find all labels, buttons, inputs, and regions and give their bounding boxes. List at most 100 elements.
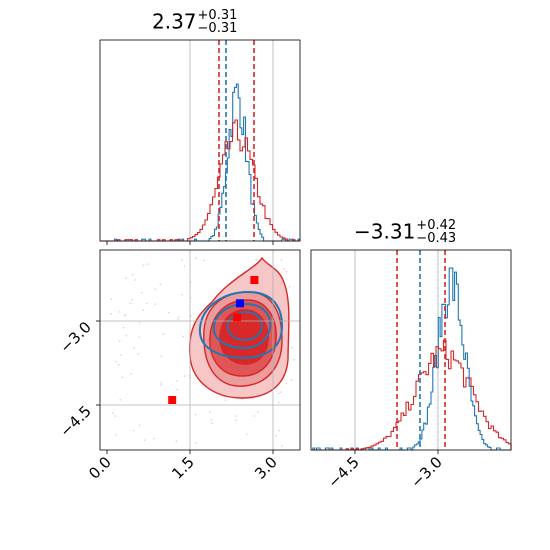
xtick-label-1.5: 1.5 [168,453,198,483]
marker-points [168,276,259,404]
histogram-param1-panel [99,39,301,245]
scatter-point [146,263,149,265]
joint-contour-panel: 0.0 1.5 3.0 −3.0 −4.5 [56,249,301,483]
param2-title-plus: +0.42 [416,217,457,233]
marker-point-red [168,396,177,404]
scatter-point [137,353,140,355]
scatter-point [194,413,197,416]
histogram-param1-frame [99,39,301,242]
scatter-point [181,259,183,262]
scatter-point [235,419,237,422]
scatter-point [125,334,128,337]
param1-title-value: 2.37 [152,9,197,34]
scatter-point [235,415,238,417]
scatter-point [131,298,134,301]
histogram-param2-bars [311,267,512,451]
scatter-point [251,397,254,400]
histogram-red-series [311,339,512,451]
scatter-point [211,422,213,425]
scatter-point [132,347,135,349]
scatter-point [183,375,186,377]
scatter-point [123,314,126,316]
scatter-point [154,303,157,305]
xtick-label--3.0: −3.0 [407,453,445,491]
marker-point-red [233,313,242,322]
scatter-point [121,376,124,379]
scatter-point [285,382,288,385]
scatter-point [275,434,277,437]
scatter-point [278,392,280,395]
contour-blue-core [226,311,263,341]
scatter-point [167,311,170,314]
contour-blue-inner [212,302,272,350]
joint-xtick-labels: 0.0 1.5 3.0 [85,453,281,483]
histogram-param1-ticks [106,241,274,245]
scatter-point [175,380,178,382]
scatter-point [154,288,157,290]
scatter-point [142,309,145,312]
scatter-point [138,321,141,324]
scatter-point [142,264,145,267]
param1-title: 2.37 +0.31 −0.31 [152,8,237,35]
scatter-point [111,412,114,414]
param2-title: −3.31 +0.42 −0.43 [354,218,456,245]
scatter-point [130,373,133,375]
scatter-point [177,316,180,319]
scatter-point [143,439,146,442]
scatter-point [176,388,179,391]
scatter-point [160,382,163,384]
scatter-point [288,285,291,288]
joint-panel-frame [99,249,301,451]
scatter-point [293,358,296,361]
param2-title-minus: −0.43 [416,230,457,246]
scatter-point [255,258,258,261]
scatter-point [118,311,121,313]
scatter-point [118,340,121,343]
scatter-point [175,440,178,442]
histogram-param2-panel: −4.5 −3.0 [310,249,512,492]
param1-title-plus: +0.31 [197,7,238,23]
scatter-point [253,415,256,417]
scatter-point [183,265,186,268]
scatter-point [176,318,179,321]
contour-blue-outer [198,290,284,360]
scatter-point [138,336,141,338]
scatter-point [131,273,134,276]
histogram-param2-frame [310,249,512,451]
scatter-point [195,257,198,260]
marker-point-red [250,276,259,284]
scatter-point [203,259,205,262]
xtick-label--4.5: −4.5 [324,453,362,491]
scatter-point [278,429,281,432]
scatter-point [134,279,137,281]
param2-title-value: −3.31 [354,219,416,244]
contour-level-inner [219,309,269,365]
scatter-point [117,363,120,366]
scatter-point [209,411,212,413]
histogram-blue-series [100,83,301,242]
scatter-point [140,291,143,294]
scatter-point [245,433,248,435]
histogram-param2-ticks [354,450,439,454]
scatter-point [285,270,288,273]
scatter-point [132,429,135,432]
param1-title-minus: −0.31 [197,20,238,36]
ytick-label--4.5: −4.5 [56,402,94,440]
scatter-point [115,360,118,363]
scatter-point [277,401,280,404]
scatter-point [159,283,162,286]
scatter-point [283,268,285,270]
histogram-red-series [100,119,300,242]
scatter-point [160,355,163,358]
scatter-point [291,346,293,349]
scatter-point [280,391,282,393]
histogram-param1-bars [100,83,301,242]
scatter-point [281,444,283,447]
scatter-point [119,398,122,401]
scatter-point [210,418,213,421]
scatter-point [182,335,185,338]
scatter-point [153,437,156,440]
xtick-label-0.0: 0.0 [85,453,115,483]
scatter-point [125,277,127,280]
